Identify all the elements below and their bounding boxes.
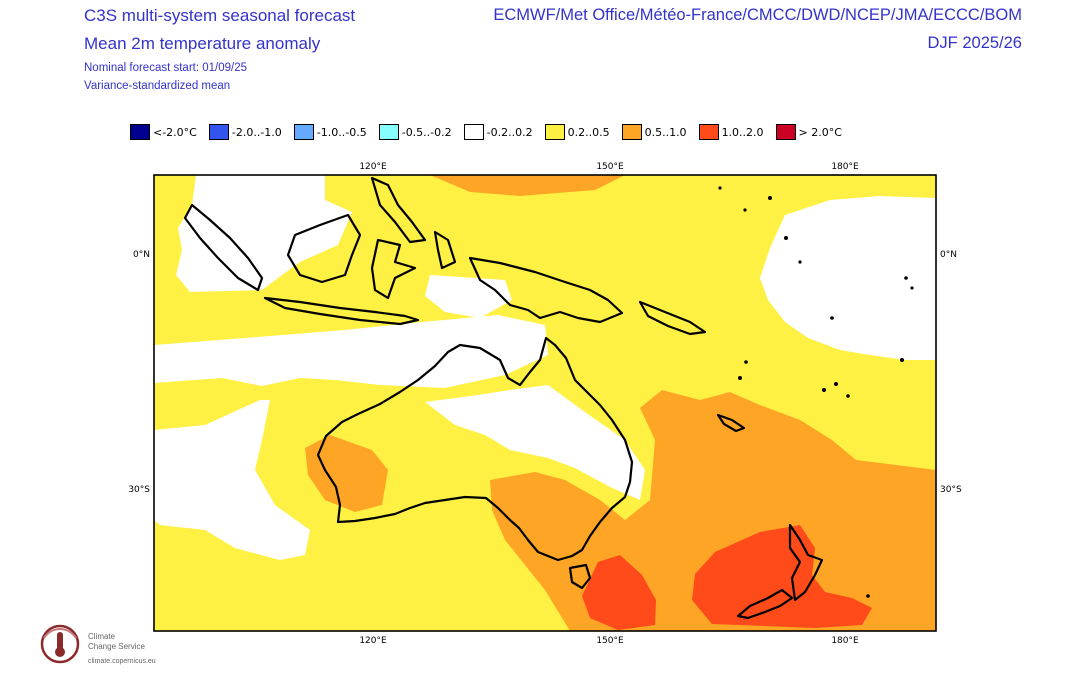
legend-swatch bbox=[775, 124, 796, 140]
legend-label: > 2.0°C bbox=[798, 125, 842, 139]
halmahera-coastline bbox=[433, 230, 457, 270]
legend-item-4: -0.2..0.2 bbox=[463, 124, 533, 140]
legend-item-2: -1.0..-0.5 bbox=[293, 124, 367, 140]
systems-list: ECMWF/Met Office/Météo-France/CMCC/DWD/N… bbox=[493, 6, 1022, 24]
legend-label: 0.2..0.5 bbox=[567, 125, 610, 139]
legend-item-7: 1.0..2.0 bbox=[698, 124, 764, 140]
legend-swatch bbox=[378, 124, 399, 140]
forecast-start-note: Nominal forecast start: 01/09/25 bbox=[84, 62, 247, 74]
legend-label: <-2.0°C bbox=[153, 125, 197, 139]
lon-tick-top-150: 150°E bbox=[596, 162, 624, 172]
sulawesi-coastline bbox=[370, 238, 417, 300]
lat-tick-right-30s: 30°S bbox=[940, 485, 962, 495]
logo-line1: Climate bbox=[88, 632, 116, 641]
tasmania-coastline bbox=[568, 563, 592, 590]
java-coastline bbox=[263, 296, 420, 326]
coastlines bbox=[183, 176, 824, 620]
legend-swatch bbox=[698, 124, 719, 140]
new-zealand-north-coastline bbox=[788, 523, 824, 602]
method-note: Variance-standardized mean bbox=[84, 80, 231, 92]
legend-swatch bbox=[544, 124, 565, 140]
lat-tick-left-30s: 30°S bbox=[128, 485, 150, 495]
lat-tick-right-0: 0°N bbox=[940, 250, 957, 260]
map-frame bbox=[153, 174, 937, 632]
lon-tick-bottom-150: 150°E bbox=[596, 636, 624, 646]
color-legend: <-2.0°C -2.0..-1.0 -1.0..-0.5 -0.5..-0.2… bbox=[130, 124, 854, 140]
white-region-west-ocean bbox=[154, 400, 310, 560]
legend-item-0: <-2.0°C bbox=[130, 124, 197, 140]
legend-label: -0.5..-0.2 bbox=[401, 125, 452, 139]
lon-tick-top-180: 180°E bbox=[831, 162, 859, 172]
legend-swatch bbox=[463, 124, 484, 140]
lat-tick-left-0: 0°N bbox=[133, 250, 150, 260]
red-region-south-tasmania bbox=[582, 555, 656, 630]
legend-swatch bbox=[130, 124, 150, 140]
legend-item-6: 0.5..1.0 bbox=[621, 124, 687, 140]
lon-tick-bottom-180: 180°E bbox=[831, 636, 859, 646]
new-guinea-coastline bbox=[468, 256, 624, 324]
white-region-pacific bbox=[760, 196, 936, 360]
logo-line2: Change Service bbox=[88, 642, 145, 651]
legend-label: -0.2..0.2 bbox=[486, 125, 533, 139]
season-label: DJF 2025/26 bbox=[927, 34, 1022, 52]
orange-region-south-ocean-small bbox=[655, 565, 686, 590]
new-zealand-south-coastline bbox=[736, 588, 794, 620]
legend-item-1: -2.0..-1.0 bbox=[208, 124, 282, 140]
legend-label: -1.0..-0.5 bbox=[316, 125, 367, 139]
borneo-coastline bbox=[286, 213, 362, 284]
logo-url: climate.copernicus.eu bbox=[88, 658, 156, 665]
map-fill bbox=[154, 175, 936, 631]
orange-region-west-australia bbox=[305, 435, 388, 512]
title-line1: C3S multi-system seasonal forecast bbox=[84, 6, 356, 25]
white-region-indian-ocean bbox=[154, 315, 548, 388]
legend-swatch bbox=[208, 124, 229, 140]
red-region-new-zealand bbox=[692, 525, 872, 628]
sumatra-coastline bbox=[183, 203, 264, 292]
legend-item-3: -0.5..-0.2 bbox=[378, 124, 452, 140]
legend-swatch bbox=[293, 124, 314, 140]
small-islands bbox=[718, 186, 914, 598]
lon-tick-top-120: 120°E bbox=[359, 162, 387, 172]
legend-item-8: > 2.0°C bbox=[775, 124, 842, 140]
australia-coastline bbox=[316, 336, 634, 562]
title-line2: Mean 2m temperature anomaly bbox=[84, 34, 321, 53]
copernicus-logo: Climate Change Service climate.copernicu… bbox=[38, 620, 168, 672]
white-region-borneo-java bbox=[176, 175, 352, 292]
lon-tick-bottom-120: 120°E bbox=[359, 636, 387, 646]
orange-region-north-pacific-strip bbox=[430, 175, 625, 196]
white-region-inland-australia bbox=[425, 385, 645, 500]
thermometer-logo-icon bbox=[40, 624, 80, 664]
legend-swatch bbox=[621, 124, 642, 140]
new-caledonia-coastline bbox=[716, 413, 746, 433]
legend-label: 1.0..2.0 bbox=[721, 125, 764, 139]
legend-item-5: 0.2..0.5 bbox=[544, 124, 610, 140]
solomon-coastline bbox=[638, 300, 707, 336]
legend-label: 0.5..1.0 bbox=[644, 125, 687, 139]
philippines-coastline bbox=[370, 176, 427, 244]
legend-label: -2.0..-1.0 bbox=[231, 125, 282, 139]
